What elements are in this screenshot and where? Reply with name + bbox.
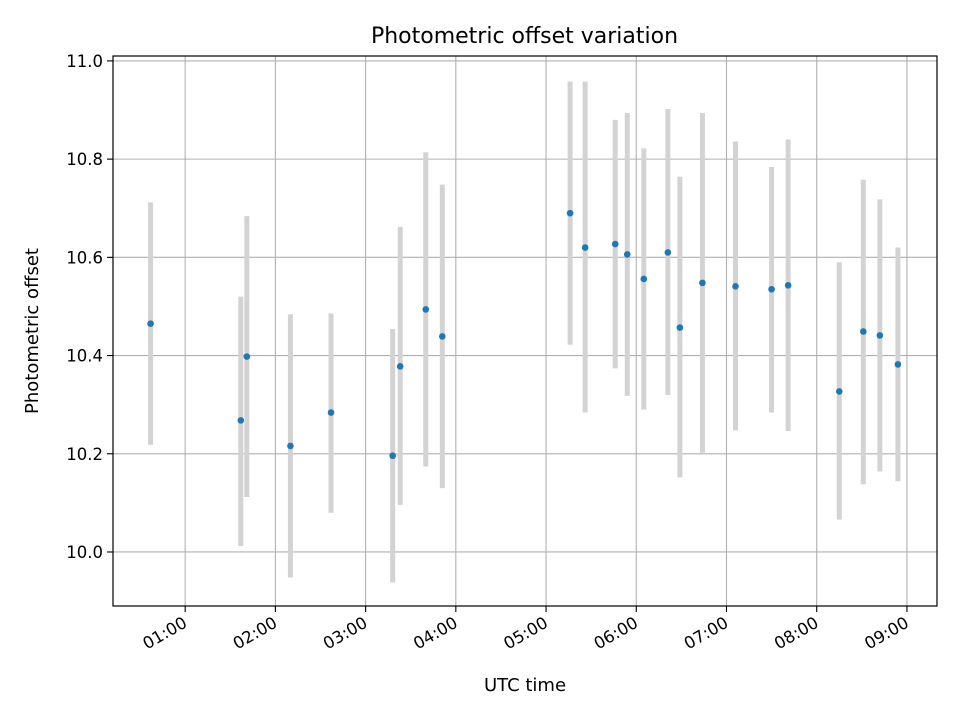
data-point — [732, 283, 739, 290]
data-point — [237, 417, 245, 424]
x-tick-label: 07:00 — [681, 613, 732, 653]
x-tick-label: 08:00 — [771, 613, 822, 653]
gridlines — [113, 56, 937, 606]
data-point — [860, 328, 867, 335]
data-point — [623, 251, 631, 258]
data-point — [876, 332, 884, 339]
data-point — [640, 275, 648, 283]
data-point — [566, 209, 574, 217]
data-point — [784, 282, 792, 289]
data-point — [243, 353, 251, 360]
x-tick-label: 04:00 — [410, 613, 461, 653]
y-tick-label: 10.6 — [66, 248, 103, 267]
data-point — [287, 442, 294, 450]
plot-frame — [112, 55, 938, 607]
data-point — [768, 285, 775, 293]
y-axis-label: Photometric offset — [22, 248, 43, 414]
x-tick-label: 09:00 — [861, 613, 912, 653]
data-point — [664, 249, 672, 256]
chart-title: Photometric offset variation — [371, 24, 678, 49]
data-point — [396, 363, 404, 370]
y-tick-label: 10.8 — [66, 150, 103, 169]
error-bars — [148, 81, 901, 583]
data-point — [147, 320, 154, 327]
y-tick-label: 10.0 — [66, 543, 103, 562]
data-point — [327, 409, 335, 416]
x-tick-label: 06:00 — [591, 613, 642, 653]
y-tick-label: 11.0 — [66, 52, 103, 71]
data-point — [611, 240, 619, 248]
data-point — [835, 388, 843, 395]
axis-ticks: 01:00 02:00 03:00 04:00 05:00 06:00 07:00 08:00… — [66, 52, 912, 653]
x-tick-label: 05:00 — [500, 613, 551, 653]
data-point — [438, 333, 446, 340]
data-point — [699, 279, 706, 287]
data-point — [676, 324, 684, 331]
data-points — [147, 209, 902, 460]
y-tick-label: 10.4 — [66, 347, 103, 366]
data-point — [894, 361, 902, 368]
data-point — [422, 306, 430, 313]
x-tick-label: 02:00 — [230, 613, 281, 653]
y-tick-label: 10.2 — [66, 445, 103, 464]
data-point — [389, 452, 396, 460]
x-tick-label: 01:00 — [139, 613, 190, 653]
data-point — [581, 244, 589, 251]
x-tick-label: 03:00 — [320, 613, 371, 653]
x-axis-label: UTC time — [484, 675, 566, 696]
